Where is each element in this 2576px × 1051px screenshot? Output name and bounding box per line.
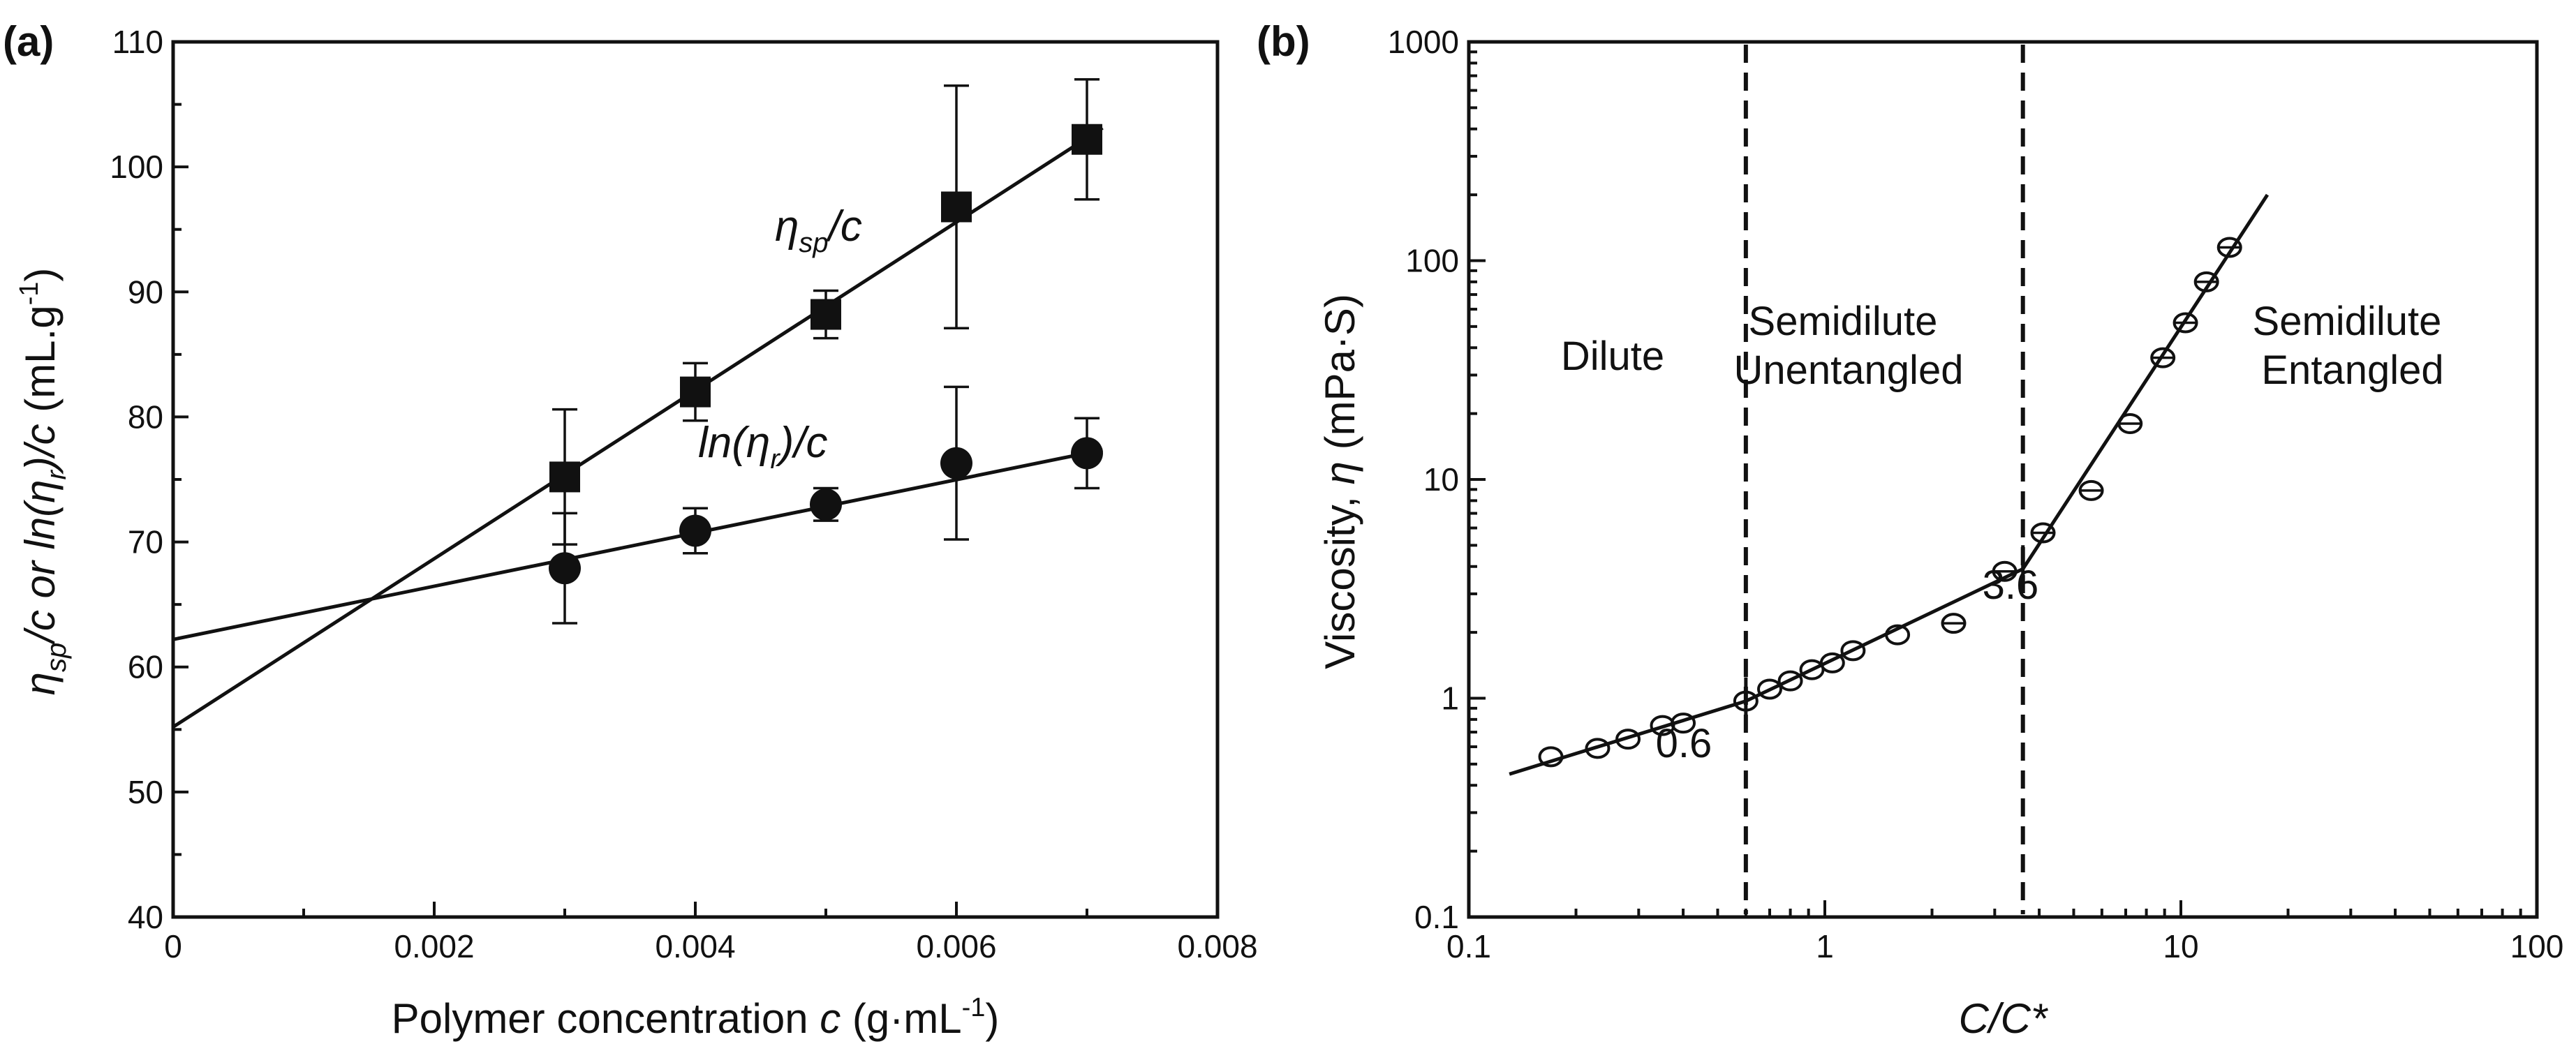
data-point-square <box>1072 124 1102 155</box>
fit-line-ln-eta-r <box>172 448 1103 641</box>
y-tick-label: 60 <box>128 649 163 685</box>
data-point-circle <box>940 447 972 479</box>
data-point-open-circle <box>2117 412 2143 434</box>
panel-a-y-axis-title: ηsp/c or ln(ηr)/c (mL.g-1) <box>15 268 72 696</box>
data-point-open-circle <box>1885 624 1911 646</box>
region-label-semidilute-unentangled: Semidilute Unentangled <box>1734 299 1964 393</box>
data-point-open-circle <box>1757 678 1782 700</box>
y-tick-label: 100 <box>110 149 163 185</box>
y-tick-label: 1000 <box>1388 24 1459 60</box>
panel-b-data-points <box>1538 237 2242 768</box>
fit-segment-3 <box>2021 193 2270 570</box>
data-point-open-circle <box>1615 729 1641 750</box>
x-tick-label: 0.008 <box>1177 928 1257 964</box>
panel-a: (a) 0 0.002 0.004 0.006 0.008 40 50 60 70 80 90 100… <box>3 18 1258 1042</box>
x-tick-label: 0.004 <box>655 928 735 964</box>
y-tick-label: 10 <box>1423 461 1459 498</box>
data-point-square <box>941 191 972 223</box>
panel-b-label: (b) <box>1257 18 1310 65</box>
region-label-dilute: Dilute <box>1561 334 1664 379</box>
x-tick-label: 0.006 <box>916 928 996 964</box>
panel-a-data-points <box>549 77 1103 625</box>
y-tick-label: 110 <box>112 24 163 60</box>
data-point-square <box>680 376 711 408</box>
panel-a-axes: 0 0.002 0.004 0.006 0.008 40 50 60 70 80 90 100 110 <box>110 24 1257 964</box>
x-tick-label: 0.002 <box>394 928 474 964</box>
data-point-open-circle <box>1840 640 1866 662</box>
data-point-circle <box>1071 437 1103 470</box>
x-tick-label: 1 <box>1816 928 1834 964</box>
data-point-open-circle <box>1671 713 1696 734</box>
fit-line-eta-sp <box>172 126 1104 729</box>
region-label-semidilute-entangled: Semidilute Entangled <box>2253 299 2453 393</box>
panel-b-frame <box>1467 40 2539 919</box>
data-point-open-circle <box>1819 652 1845 673</box>
boundary-label-3-6: 3.6 <box>1983 562 2039 608</box>
data-point-open-circle <box>2172 312 2198 334</box>
x-tick-label: 100 <box>2510 928 2564 964</box>
data-point-open-circle <box>1941 613 1967 634</box>
y-tick-label: 50 <box>128 774 163 810</box>
data-point-open-circle <box>1538 746 1564 768</box>
data-point-open-circle <box>2030 522 2056 544</box>
panel-b: (b) 0.1 1 10 100 0.1 1 10 100 1000 Dilute Semidi… <box>1257 18 2563 1042</box>
boundary-label-0-6: 0.6 <box>1656 721 1712 766</box>
panel-b-fit-lines <box>1509 193 2270 776</box>
data-point-open-circle <box>1585 738 1611 759</box>
x-tick-label: 0.1 <box>1446 928 1491 964</box>
fit-segment-2 <box>1745 567 2024 703</box>
panel-b-boundaries <box>1743 45 2025 914</box>
y-tick-label: 80 <box>128 398 163 435</box>
data-point-open-circle <box>2078 479 2104 501</box>
data-point-square <box>810 299 841 330</box>
panel-a-frame <box>171 40 1220 919</box>
y-tick-label: 40 <box>128 899 163 935</box>
y-tick-label: 1 <box>1441 680 1459 717</box>
panel-b-axes: 0.1 1 10 100 0.1 1 10 100 1000 <box>1388 24 2564 964</box>
data-point-circle <box>549 552 581 585</box>
panel-a-fit-lines <box>172 126 1104 729</box>
data-point-open-circle <box>2216 237 2242 258</box>
panel-b-x-axis-title: C/C* <box>1959 995 2048 1042</box>
x-tick-label: 0 <box>164 928 182 964</box>
y-tick-label: 100 <box>1405 243 1459 279</box>
data-point-open-circle <box>2193 271 2219 292</box>
panel-a-x-axis-title: Polymer concentration c (g·mL-1) <box>392 993 1000 1042</box>
y-tick-label: 0.1 <box>1414 899 1459 935</box>
series-label-eta-sp: ηsp/c <box>775 202 862 258</box>
series-label-ln-eta-r: ln(ηr)/c <box>698 419 828 475</box>
panel-a-label: (a) <box>3 18 54 65</box>
fit-segment-1 <box>1509 699 1747 776</box>
data-point-open-circle <box>1777 670 1803 692</box>
y-tick-label: 70 <box>128 524 163 560</box>
data-point-circle <box>679 514 711 547</box>
data-point-square <box>549 461 580 493</box>
data-point-open-circle <box>1992 560 2018 582</box>
panel-b-y-axis-title: Viscosity, η (mPa·S) <box>1317 294 1363 669</box>
data-point-open-circle <box>2150 347 2176 368</box>
data-point-open-circle <box>1733 690 1759 712</box>
y-tick-label: 90 <box>128 274 163 310</box>
x-tick-label: 10 <box>2163 928 2198 964</box>
data-point-circle <box>810 488 842 521</box>
